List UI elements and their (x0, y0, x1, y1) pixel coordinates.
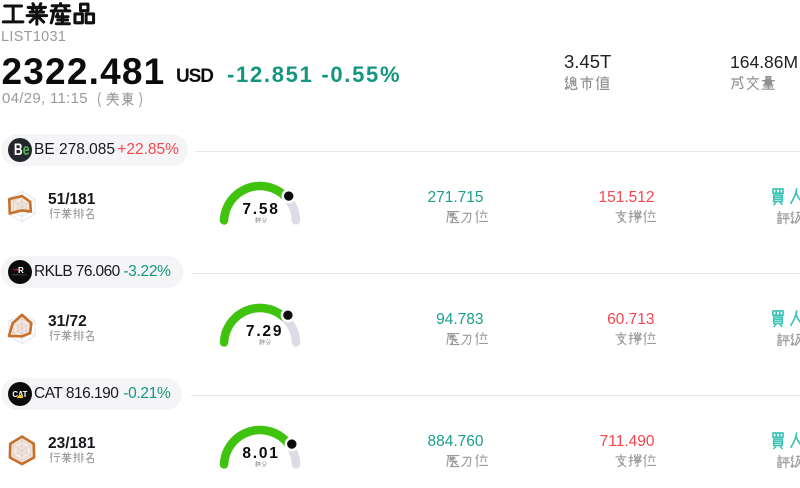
svg-text:R: R (18, 266, 24, 275)
svg-text:Be: Be (14, 142, 30, 160)
